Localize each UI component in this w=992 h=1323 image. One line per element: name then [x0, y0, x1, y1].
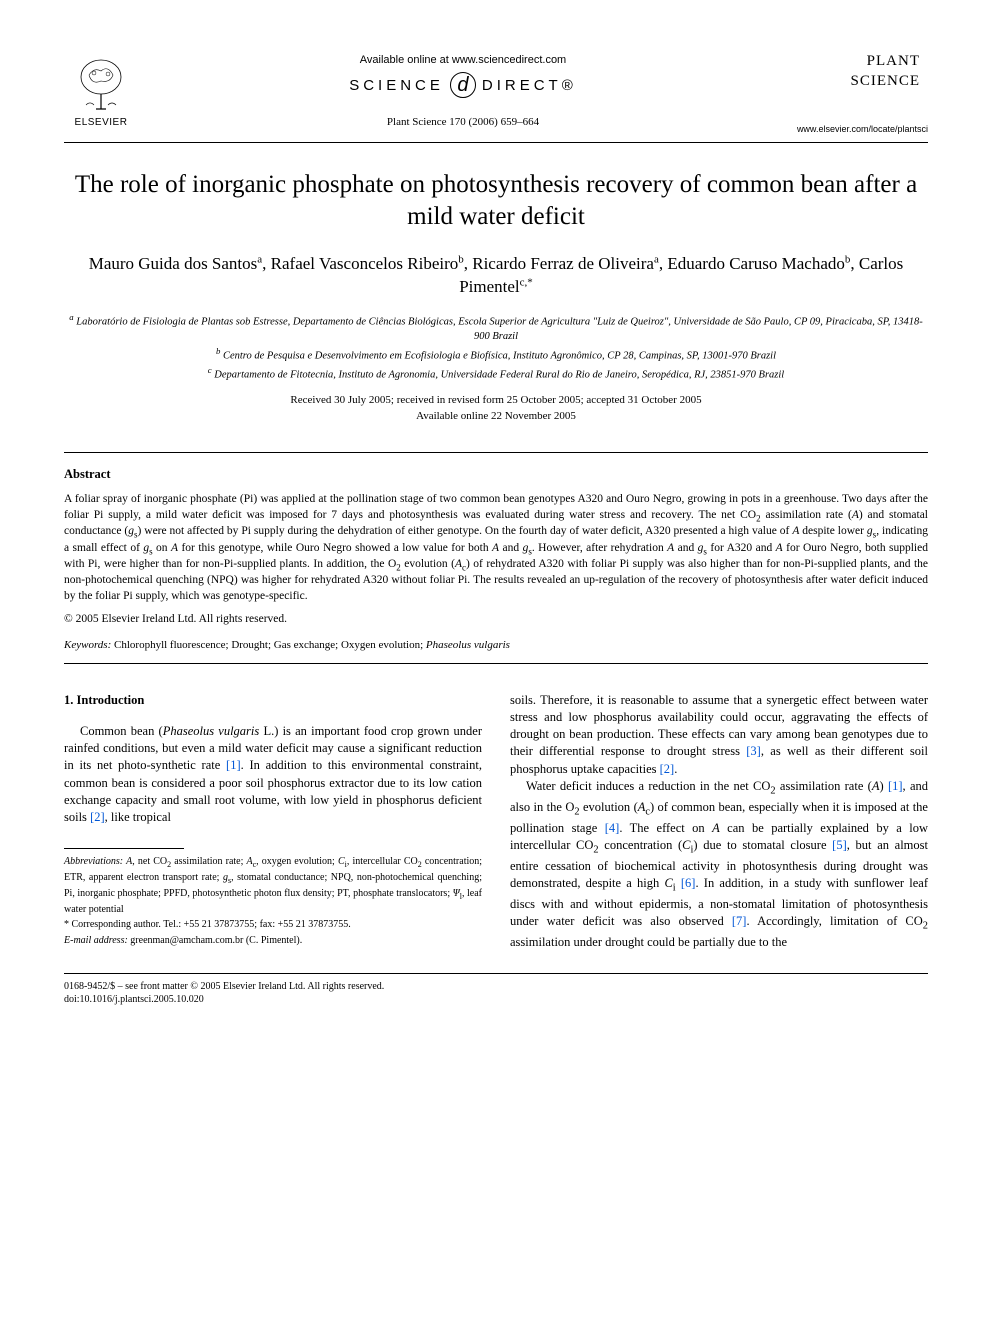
abstract-heading: Abstract [64, 467, 928, 482]
abstract-bottom-rule [64, 663, 928, 664]
journal-url: www.elsevier.com/locate/plantsci [788, 124, 928, 134]
publisher-logo: ELSEVIER [64, 48, 138, 128]
body-columns: 1. Introduction Common bean (Phaseolus v… [64, 692, 928, 952]
at-icon: d [450, 72, 476, 98]
keywords-text: Chlorophyll fluorescence; Drought; Gas e… [114, 639, 510, 651]
intro-para-2a: soils. Therefore, it is reasonable to as… [510, 692, 928, 778]
dates-online: Available online 22 November 2005 [64, 409, 928, 424]
email-address: greenman@amcham.com.br (C. Pimentel). [130, 935, 302, 946]
introduction-heading: 1. Introduction [64, 692, 482, 709]
abstract-text: A foliar spray of inorganic phosphate (P… [64, 492, 928, 604]
affiliation-a: a Laboratório de Fisiologia de Plantas s… [64, 311, 928, 345]
journal-title-logo: plant science [788, 48, 928, 88]
corresponding-author-footnote: * Corresponding author. Tel.: +55 21 378… [64, 918, 482, 932]
sciencedirect-logo: SCIENCE d DIRECT® [349, 72, 577, 98]
doi-line: doi:10.1016/j.plantsci.2005.10.020 [64, 993, 928, 1006]
publisher-name: ELSEVIER [75, 117, 128, 128]
journal-logo-block: plant science www.elsevier.com/locate/pl… [788, 48, 928, 134]
footnote-separator [64, 848, 184, 849]
affiliations: a Laboratório de Fisiologia de Plantas s… [64, 311, 928, 383]
elsevier-tree-icon [74, 57, 128, 115]
article-title: The role of inorganic phosphate on photo… [64, 169, 928, 234]
keywords-label: Keywords: [64, 639, 111, 651]
column-right: soils. Therefore, it is reasonable to as… [510, 692, 928, 952]
footnotes: Abbreviations: A, net CO2 assimilation r… [64, 855, 482, 947]
center-header: Available online at www.sciencedirect.co… [138, 48, 788, 128]
intro-para-2b: Water deficit induces a reduction in the… [510, 778, 928, 951]
abbreviations-footnote: Abbreviations: A, net CO2 assimilation r… [64, 855, 482, 916]
affiliation-c: c Departamento de Fitotecnia, Instituto … [64, 364, 928, 383]
abstract-copyright: © 2005 Elsevier Ireland Ltd. All rights … [64, 613, 928, 625]
article-dates: Received 30 July 2005; received in revis… [64, 393, 928, 424]
intro-para-1: Common bean (Phaseolus vulgaris L.) is a… [64, 723, 482, 827]
author-list: Mauro Guida dos Santosa, Rafael Vasconce… [64, 252, 928, 300]
header-row: ELSEVIER Available online at www.science… [64, 48, 928, 134]
dates-received: Received 30 July 2005; received in revis… [64, 393, 928, 408]
footer-info: 0168-9452/$ – see front matter © 2005 El… [64, 980, 928, 1006]
column-left: 1. Introduction Common bean (Phaseolus v… [64, 692, 482, 952]
journal-logo-line2: science [812, 68, 920, 88]
journal-page: ELSEVIER Available online at www.science… [0, 0, 992, 1046]
available-online-text: Available online at www.sciencedirect.co… [138, 54, 788, 66]
sd-text-left: SCIENCE [349, 77, 444, 94]
header-divider [64, 142, 928, 143]
issn-line: 0168-9452/$ – see front matter © 2005 El… [64, 980, 928, 993]
footer-divider [64, 973, 928, 974]
keywords-line: Keywords: Chlorophyll fluorescence; Drou… [64, 639, 928, 651]
abstract-top-rule [64, 452, 928, 453]
journal-reference: Plant Science 170 (2006) 659–664 [138, 116, 788, 128]
affiliation-b: b Centro de Pesquisa e Desenvolvimento e… [64, 345, 928, 364]
email-footnote: E-mail address: greenman@amcham.com.br (… [64, 934, 482, 948]
email-label: E-mail address: [64, 935, 128, 946]
sd-text-right: DIRECT® [482, 77, 577, 94]
